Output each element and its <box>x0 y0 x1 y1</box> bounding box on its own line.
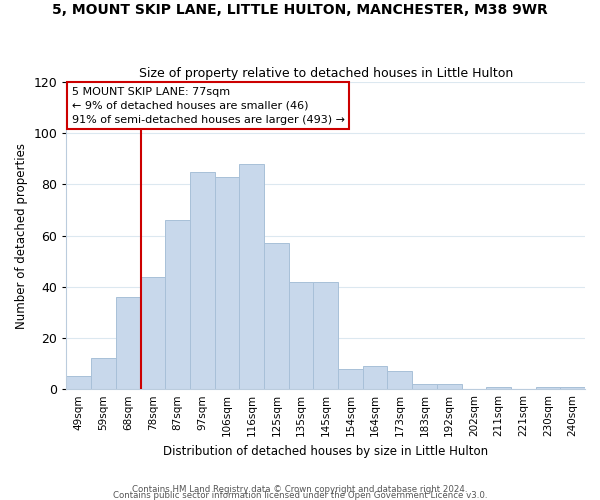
Text: Contains HM Land Registry data © Crown copyright and database right 2024.: Contains HM Land Registry data © Crown c… <box>132 485 468 494</box>
Bar <box>264 244 289 389</box>
Text: 5 MOUNT SKIP LANE: 77sqm
← 9% of detached houses are smaller (46)
91% of semi-de: 5 MOUNT SKIP LANE: 77sqm ← 9% of detache… <box>71 86 344 124</box>
Y-axis label: Number of detached properties: Number of detached properties <box>15 142 28 328</box>
Bar <box>486 386 511 389</box>
Bar <box>215 177 239 389</box>
Bar <box>91 358 116 389</box>
Bar <box>536 386 560 389</box>
Bar <box>560 386 585 389</box>
Bar <box>116 297 140 389</box>
Bar <box>190 172 215 389</box>
Bar <box>363 366 388 389</box>
Bar <box>412 384 437 389</box>
Bar <box>338 368 363 389</box>
Bar <box>165 220 190 389</box>
Text: Contains public sector information licensed under the Open Government Licence v3: Contains public sector information licen… <box>113 490 487 500</box>
Bar <box>313 282 338 389</box>
Bar <box>140 276 165 389</box>
X-axis label: Distribution of detached houses by size in Little Hulton: Distribution of detached houses by size … <box>163 444 488 458</box>
Bar <box>239 164 264 389</box>
Bar <box>67 376 91 389</box>
Bar <box>437 384 461 389</box>
Bar <box>289 282 313 389</box>
Bar <box>388 372 412 389</box>
Text: 5, MOUNT SKIP LANE, LITTLE HULTON, MANCHESTER, M38 9WR: 5, MOUNT SKIP LANE, LITTLE HULTON, MANCH… <box>52 2 548 16</box>
Title: Size of property relative to detached houses in Little Hulton: Size of property relative to detached ho… <box>139 66 513 80</box>
